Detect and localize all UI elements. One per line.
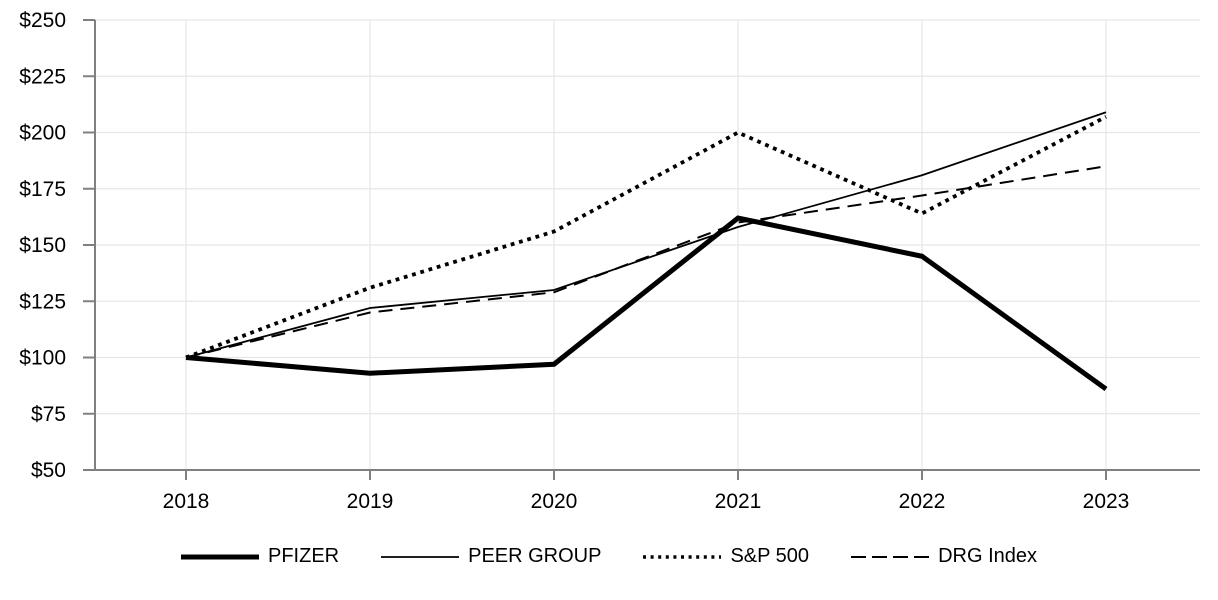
legend-item-peer-group: PEER GROUP (381, 545, 601, 568)
chart-legend: PFIZER PEER GROUP S&P 500 DRG Index (0, 545, 1218, 568)
legend-item-drg-index: DRG Index (851, 545, 1037, 568)
legend-swatch-pfizer (180, 554, 259, 559)
x-axis-tick-label: 2019 (347, 490, 394, 513)
chart-line-s-p-500 (185, 115, 1107, 360)
y-axis-tick-label: $75 (31, 403, 66, 426)
legend-item-s-p-500: S&P 500 (643, 545, 809, 568)
legend-label-drg-index: DRG Index (938, 545, 1037, 567)
chart-line-drg-index (185, 165, 1107, 359)
legend-swatch-drg-index (851, 555, 930, 558)
y-axis-tick-label: $225 (19, 65, 66, 88)
x-axis-tick-label: 2023 (1083, 490, 1130, 513)
legend-swatch-s-p-500 (643, 554, 722, 559)
x-axis-tick-label: 2018 (163, 490, 210, 513)
y-axis-tick-label: $175 (19, 178, 66, 201)
x-axis-tick-label: 2020 (531, 490, 578, 513)
legend-label-pfizer: PFIZER (267, 545, 340, 567)
x-axis-tick-label: 2021 (715, 490, 762, 513)
chart-line-pfizer (185, 215, 1108, 392)
y-axis-tick-label: $200 (19, 122, 66, 145)
y-axis-tick-label: $125 (19, 290, 66, 313)
chart-line-peer-group (185, 111, 1107, 359)
x-axis-tick-label: 2022 (899, 490, 946, 513)
y-axis-tick-label: $100 (19, 347, 66, 370)
legend-label-s-p-500: S&P 500 (730, 545, 810, 567)
legend-label-peer-group: PEER GROUP (468, 545, 602, 567)
y-axis-tick-label: $150 (19, 234, 66, 257)
legend-swatch-peer-group (381, 555, 460, 558)
legend-item-pfizer: PFIZER (180, 545, 340, 568)
y-axis-tick-label: $50 (31, 459, 66, 482)
y-axis-tick-label: $250 (19, 9, 66, 32)
